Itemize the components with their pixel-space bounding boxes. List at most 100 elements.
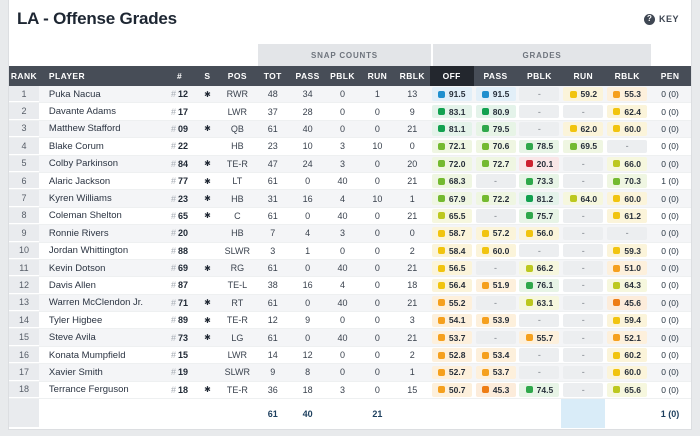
penalty-value: 0 (0) (661, 210, 679, 221)
player-cell[interactable]: Davis Allen (39, 277, 164, 293)
position-cell: SLWR (224, 245, 250, 256)
player-cell[interactable]: Terrance Ferguson (39, 382, 164, 398)
table-row[interactable]: 2 Davante Adams #17 LWR 37 28 0 0 9 83.1 80.9- -62.… (9, 103, 691, 121)
jersey-number: 87 (178, 280, 189, 291)
player-cell[interactable]: Coleman Shelton (39, 208, 164, 224)
player-name-link[interactable]: Jordan Whittington (48, 245, 129, 257)
position-cell: HB (231, 141, 244, 152)
table-row[interactable]: 8 Coleman Shelton #65 ✱ C 61 0 40 0 21 65.5-75.7-6… (9, 207, 691, 226)
column-header-grade-rblk[interactable]: RBLK (614, 71, 640, 81)
player-cell[interactable]: Jordan Whittington (39, 243, 164, 259)
jersey-cell: #23 (164, 190, 196, 206)
starter-star-icon: ✱ (204, 315, 211, 325)
footer-cell (164, 399, 196, 428)
player-name-link[interactable]: Matthew Stafford (48, 123, 121, 135)
player-cell[interactable]: Kevin Dotson (39, 260, 164, 276)
player-name-link[interactable]: Puka Nacua (48, 88, 101, 100)
player-cell[interactable]: Steve Avila (39, 329, 164, 345)
key-button[interactable]: ? KEY (643, 13, 679, 25)
snap-count-cell-rblk: 0 (409, 141, 415, 152)
table-row[interactable]: 9 Ronnie Rivers #20 HB 7 4 3 0 0 58.7 57.2 56.0- -0 … (9, 225, 691, 243)
column-header-snap-pass[interactable]: PASS (295, 71, 320, 81)
player-name-link[interactable]: Alaric Jackson (48, 175, 111, 187)
player-name-link[interactable]: Warren McClendon Jr. (48, 297, 144, 309)
column-header-grade-pass[interactable]: PASS (483, 71, 508, 81)
snap-count-cell-pass: 8 (305, 367, 311, 378)
player-name-link[interactable]: Davante Adams (48, 106, 116, 118)
grade-cell-pblk: - (517, 312, 561, 328)
jersey-cell: #77 (164, 173, 196, 189)
player-cell[interactable]: Davante Adams (39, 103, 164, 119)
column-header-grade-run[interactable]: RUN (573, 71, 594, 81)
column-header-player[interactable]: PLAYER (48, 71, 86, 81)
column-header-starter[interactable]: S (204, 71, 211, 81)
table-row[interactable]: 15 Steve Avila #73 ✱ LG 61 0 40 0 21 53.7-55.7-52.… (9, 329, 691, 347)
table-row[interactable]: 17 Xavier Smith #19 SLWR 9 8 0 0 1 52.7 53.7- -60.0… (9, 364, 691, 382)
table-row[interactable]: 10 Jordan Whittington #88 SLWR 3 1 0 0 2 58.4 60.0… (9, 242, 691, 260)
column-header-grade-off[interactable]: OFF (429, 66, 474, 86)
grade-value: 52.7 (448, 367, 466, 378)
table-row[interactable]: 18 Terrance Ferguson #18 ✱ TE-R 36 18 3 0 15 50.7 4… (9, 381, 691, 400)
snap-count-cell-run: 0 (374, 263, 380, 274)
grade-pill: 91.5 (431, 87, 472, 101)
column-header-rank[interactable]: RANK (10, 71, 38, 81)
table-row[interactable]: 14 Tyler Higbee #89 ✱ TE-R 12 9 0 0 3 54.1 53.9- -59… (9, 312, 691, 330)
snap-count-cell-tot: 61 (267, 332, 278, 343)
table-row[interactable]: 4 Blake Corum #22 HB 23 10 3 10 0 72.1 70.6 78.5 69.… (9, 138, 691, 156)
column-header-grade-pblk[interactable]: PBLK (527, 71, 552, 81)
table-row[interactable]: 11 Kevin Dotson #69 ✱ RG 61 0 40 0 21 56.5-66.2-51… (9, 259, 691, 278)
player-name-link[interactable]: Kevin Dotson (48, 262, 106, 274)
player-name-link[interactable]: Ronnie Rivers (48, 227, 109, 239)
player-name-link[interactable]: Coleman Shelton (48, 210, 122, 222)
penalty-cell: 0 (0) (649, 156, 691, 172)
footer-player-cell (39, 399, 164, 428)
starter-cell: ✱ (195, 382, 219, 398)
grade-cell-pass: 53.4 (474, 347, 518, 363)
player-name-link[interactable]: Konata Mumpfield (48, 349, 126, 361)
grade-cell-off: 65.5 (430, 208, 474, 224)
column-header-snap-tot[interactable]: TOT (263, 71, 282, 81)
table-row[interactable]: 13 Warren McClendon Jr. #71 ✱ RT 61 0 40 0 21 55.2… (9, 294, 691, 313)
player-cell[interactable]: Warren McClendon Jr. (39, 295, 164, 311)
player-cell[interactable]: Ronnie Rivers (39, 225, 164, 241)
snap-count-cell-tot: 9 (270, 367, 276, 378)
player-cell[interactable]: Matthew Stafford (39, 121, 164, 137)
column-header-snap-pblk[interactable]: PBLK (330, 71, 355, 81)
table-row[interactable]: 5 Colby Parkinson #84 ✱ TE-R 47 24 3 0 20 72.0 72.7… (9, 155, 691, 173)
table-row[interactable]: 3 Matthew Stafford #09 ✱ QB 61 40 0 0 21 81.1 79.5-… (9, 120, 691, 139)
player-name-link[interactable]: Xavier Smith (48, 366, 103, 378)
grade-value: 52.8 (448, 350, 466, 361)
player-name-link[interactable]: Tyler Higbee (48, 314, 103, 326)
player-cell[interactable]: Xavier Smith (39, 364, 164, 380)
player-cell[interactable]: Puka Nacua (39, 86, 164, 102)
player-name-link[interactable]: Steve Avila (48, 332, 96, 344)
player-cell[interactable]: Kyren Williams (39, 190, 164, 206)
grade-cell-off: 72.0 (430, 156, 474, 172)
column-header-pen[interactable]: PEN (660, 71, 680, 81)
player-name-link[interactable]: Colby Parkinson (48, 158, 119, 170)
grade-pill: 56.4 (431, 278, 472, 293)
player-name-link[interactable]: Terrance Ferguson (48, 384, 129, 396)
player-name-link[interactable]: Kyren Williams (48, 193, 112, 205)
table-row[interactable]: 12 Davis Allen #87 TE-L 38 16 4 0 18 56.4 51.9 76.1… (9, 277, 691, 295)
grade-cell-pass: - (474, 260, 518, 276)
player-name-link[interactable]: Davis Allen (48, 279, 96, 291)
player-cell[interactable]: Colby Parkinson (39, 156, 164, 172)
player-cell[interactable]: Blake Corum (39, 138, 164, 154)
column-header-jersey[interactable]: # (176, 71, 183, 81)
table-row[interactable]: 7 Kyren Williams #23 ✱ HB 31 16 4 10 1 67.9 72.2 81.… (9, 190, 691, 208)
player-cell[interactable]: Tyler Higbee (39, 312, 164, 328)
player-name-link[interactable]: Blake Corum (48, 140, 104, 152)
grade-pill: 65.5 (431, 209, 472, 223)
table-row[interactable]: 1 Puka Nacua #12 ✱ RWR 48 34 0 1 13 91.5 91.5-59.2 5… (9, 86, 691, 104)
snap-count-cell-pblk: 3 (340, 141, 346, 152)
player-cell[interactable]: Alaric Jackson (39, 173, 164, 189)
column-header-snap-run[interactable]: RUN (367, 71, 388, 81)
table-row[interactable]: 16 Konata Mumpfield #15 LWR 14 12 0 0 2 52.8 53.4-… (9, 346, 691, 365)
grade-value: 65.6 (624, 384, 641, 395)
table-row[interactable]: 6 Alaric Jackson #77 ✱ LT 61 0 40 0 21 68.3-73.3-7… (9, 172, 691, 191)
column-header-snap-rblk[interactable]: RBLK (399, 71, 425, 81)
column-header-pos[interactable]: POS (227, 71, 247, 81)
player-cell[interactable]: Konata Mumpfield (39, 347, 164, 363)
penalty-value: 0 (0) (661, 193, 679, 204)
